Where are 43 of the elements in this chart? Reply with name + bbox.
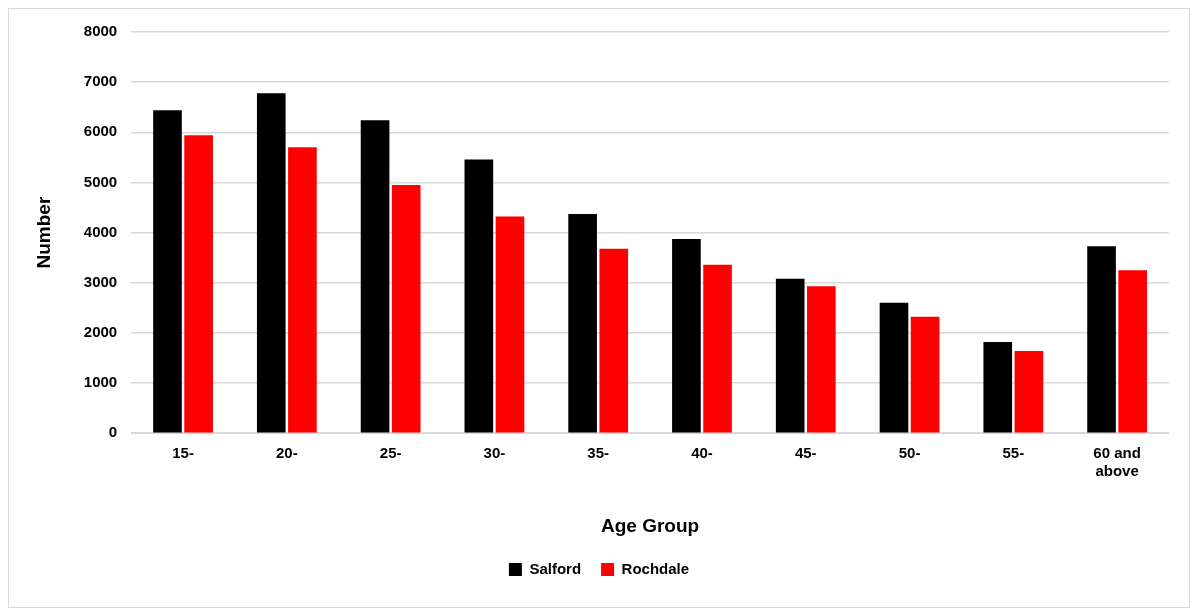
x-axis-title: Age Group <box>601 514 700 536</box>
x-tick-label: 40- <box>691 444 713 462</box>
y-tick-label: 3000 <box>83 272 118 290</box>
y-tick-label: 0 <box>108 423 118 441</box>
bar <box>1118 270 1147 433</box>
bar <box>703 264 732 433</box>
y-tick-label: 2000 <box>83 323 118 341</box>
x-tick-label: 30- <box>483 444 506 462</box>
bar <box>288 147 317 433</box>
bar <box>807 286 836 433</box>
bar <box>153 110 182 433</box>
x-tick-label: 35- <box>587 444 610 462</box>
y-tick-label: 8000 <box>83 22 118 40</box>
x-tick-label: 20- <box>276 444 298 462</box>
bar <box>256 93 286 433</box>
x-tick-label: 15- <box>172 444 194 462</box>
bar <box>391 184 421 433</box>
y-tick-label: 6000 <box>83 122 118 140</box>
y-tick-label: 7000 <box>83 72 118 90</box>
y-axis-title: Number <box>32 196 54 269</box>
y-tick-label: 5000 <box>83 172 118 190</box>
legend-label: Rochdale <box>621 559 690 577</box>
y-tick-label: 1000 <box>83 373 118 391</box>
bar <box>495 216 525 433</box>
y-tick-label: 4000 <box>83 222 118 240</box>
bar <box>983 341 1013 433</box>
x-tick-label: 55- <box>1002 444 1025 462</box>
bar <box>1087 246 1116 433</box>
bar <box>1014 350 1044 433</box>
x-tick-label: 45- <box>794 444 817 462</box>
bar <box>360 120 390 433</box>
bar <box>599 248 629 433</box>
bar <box>464 159 494 433</box>
x-tick-label: 60 and above <box>1093 444 1141 480</box>
x-tick-label: 25- <box>379 444 402 462</box>
bar <box>672 239 701 433</box>
bar <box>775 278 805 433</box>
bar <box>910 316 940 433</box>
x-tick-label: 50- <box>898 444 921 462</box>
bar <box>568 214 597 433</box>
legend-label: Salford <box>529 559 582 577</box>
bar <box>184 135 213 433</box>
bar <box>879 302 909 433</box>
